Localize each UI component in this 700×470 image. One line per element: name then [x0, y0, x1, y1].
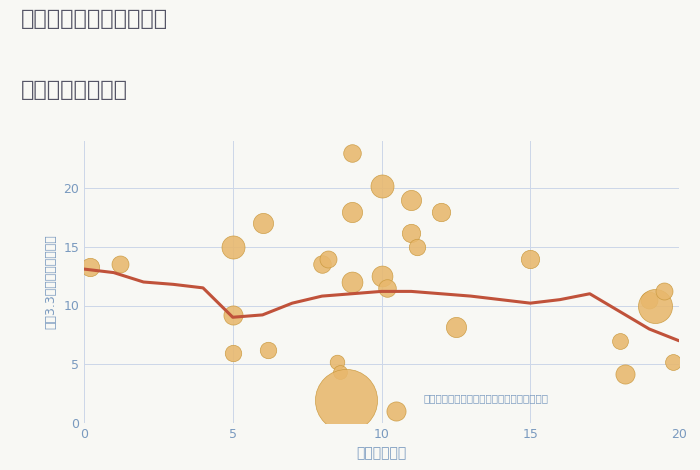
Point	[412, 243, 423, 251]
Point	[114, 260, 125, 268]
Point	[346, 278, 357, 286]
Point	[316, 260, 328, 268]
Point	[650, 302, 661, 309]
Point	[435, 208, 447, 215]
Point	[322, 255, 333, 262]
Point	[335, 368, 346, 376]
Point	[340, 396, 351, 403]
Point	[668, 358, 679, 366]
Point	[644, 296, 655, 304]
Point	[331, 358, 342, 366]
Point	[382, 284, 393, 291]
Point	[406, 229, 417, 236]
Point	[227, 243, 238, 251]
Point	[227, 311, 238, 319]
Text: 三重県尾鷲市瀬木山町の: 三重県尾鷲市瀬木山町の	[21, 9, 168, 30]
Point	[376, 182, 387, 189]
X-axis label: 駅距離（分）: 駅距離（分）	[356, 446, 407, 461]
Text: 円の大きさは、取引のあった物件面積を示す: 円の大きさは、取引のあった物件面積を示す	[423, 393, 548, 403]
Point	[346, 208, 357, 215]
Point	[84, 263, 95, 271]
Point	[391, 407, 402, 415]
Point	[257, 219, 268, 227]
Point	[450, 323, 461, 330]
Point	[620, 370, 631, 377]
Point	[659, 288, 670, 295]
Point	[227, 349, 238, 356]
Point	[406, 196, 417, 204]
Y-axis label: 坪（3.3㎡）単価（万円）: 坪（3.3㎡）単価（万円）	[45, 235, 57, 329]
Point	[525, 255, 536, 262]
Point	[263, 346, 274, 354]
Point	[376, 272, 387, 280]
Point	[346, 149, 357, 157]
Point	[614, 337, 625, 345]
Text: 駅距離別土地価格: 駅距離別土地価格	[21, 80, 128, 100]
